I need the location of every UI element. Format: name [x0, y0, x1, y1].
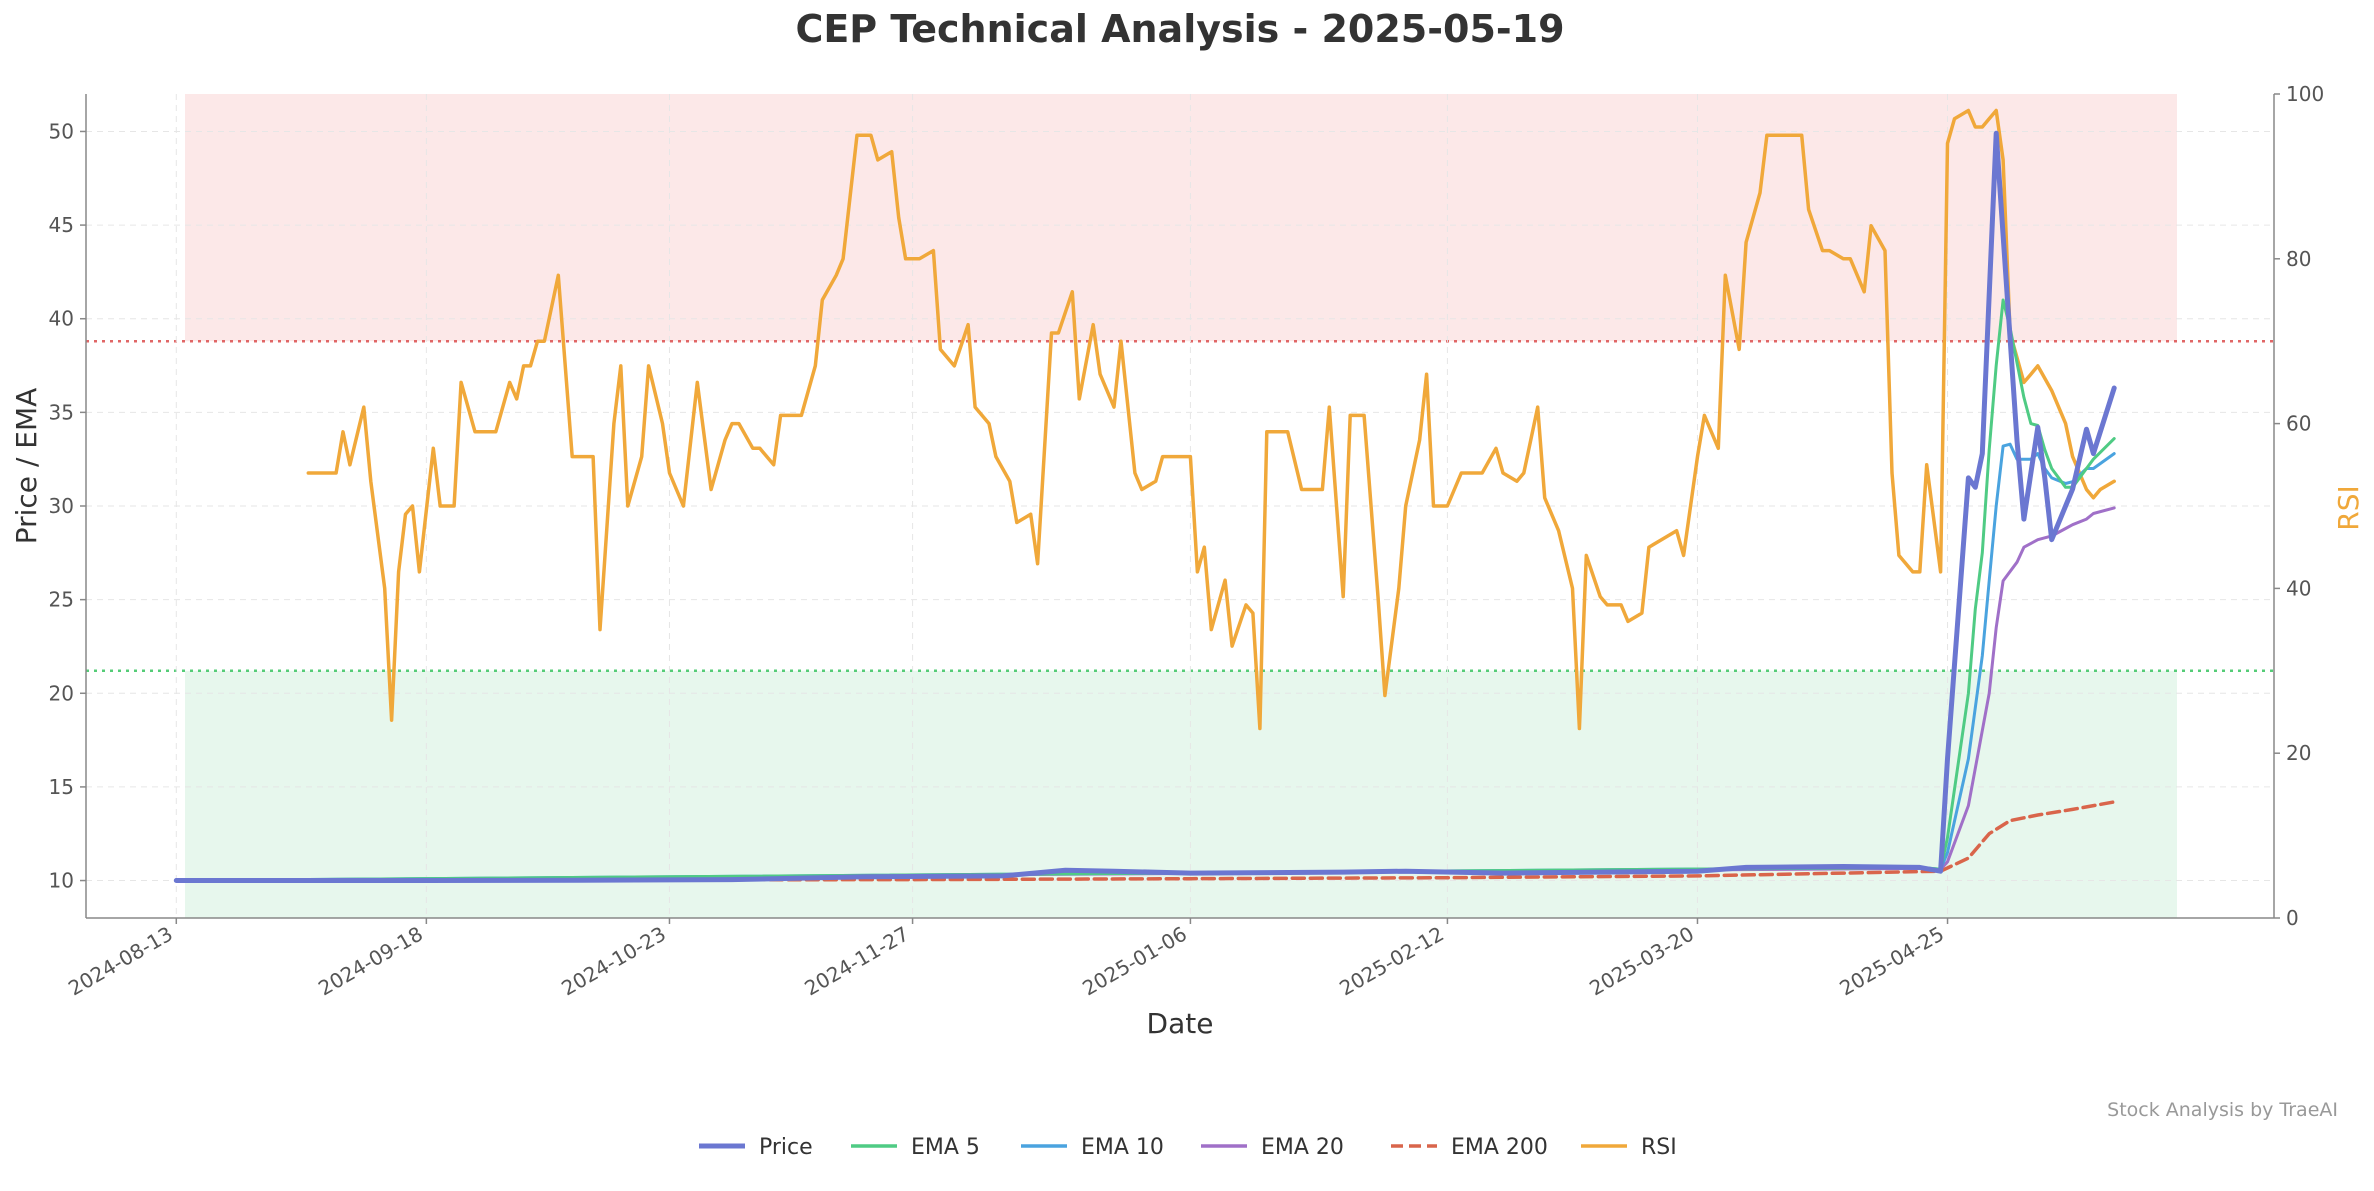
y-tick-label: 50: [49, 119, 74, 143]
y-tick-label: 15: [49, 775, 74, 799]
y-tick-label: 25: [49, 588, 74, 612]
y2-axis-label: RSI: [2332, 485, 2365, 531]
series-line-price: [173, 130, 2117, 883]
x-tick-label: 2025-04-25: [1835, 922, 1948, 1001]
legend-label-price: Price: [759, 1135, 813, 1160]
y-tick-label: 35: [49, 400, 74, 424]
watermark: Stock Analysis by TraeAI: [2107, 1099, 2338, 1121]
y-tick-label: 30: [49, 494, 74, 518]
legend-label-ema200: EMA 200: [1451, 1135, 1548, 1160]
rsi-zones: [86, 94, 2274, 918]
y2-tick-label: 80: [2286, 247, 2311, 271]
y2-tick-label: 60: [2286, 412, 2311, 436]
series-line-ema10: [174, 442, 2116, 882]
y-tick-label: 10: [49, 869, 74, 893]
x-tick-label: 2024-09-18: [314, 922, 427, 1001]
x-axis-label: Date: [1147, 1007, 1214, 1040]
y2-tick-label: 20: [2286, 741, 2311, 765]
chart-title: CEP Technical Analysis - 2025-05-19: [795, 7, 1564, 51]
x-tick-label: 2024-11-27: [800, 922, 913, 1001]
y-tick-label: 40: [49, 307, 74, 331]
series-layer: [173, 108, 2117, 883]
legend-label-ema10: EMA 10: [1081, 1135, 1164, 1160]
x-tick-label: 2025-02-12: [1335, 922, 1448, 1001]
y2-tick-label: 40: [2286, 576, 2311, 600]
y-tick-label: 45: [49, 213, 74, 237]
legend-label-ema5: EMA 5: [911, 1135, 980, 1160]
y-tick-label: 20: [49, 681, 74, 705]
y2-tick-label: 0: [2286, 906, 2299, 930]
x-tick-label: 2024-08-13: [64, 922, 177, 1001]
y-axis-label: Price / EMA: [10, 388, 43, 545]
x-tick-label: 2025-03-20: [1585, 922, 1698, 1001]
legend-label-ema20: EMA 20: [1261, 1135, 1344, 1160]
x-tick-label: 2024-10-23: [557, 922, 670, 1001]
legend: Price EMA 5 EMA 10 EMA 20 EMA 200 RSI: [699, 1135, 1677, 1160]
legend-label-rsi: RSI: [1641, 1135, 1677, 1160]
y2-tick-label: 100: [2286, 82, 2324, 106]
overbought-zone: [185, 94, 2177, 342]
series-line-rsi: [306, 108, 2116, 731]
x-tick-label: 2025-01-06: [1078, 922, 1191, 1001]
series-line-ema20: [174, 506, 2116, 882]
